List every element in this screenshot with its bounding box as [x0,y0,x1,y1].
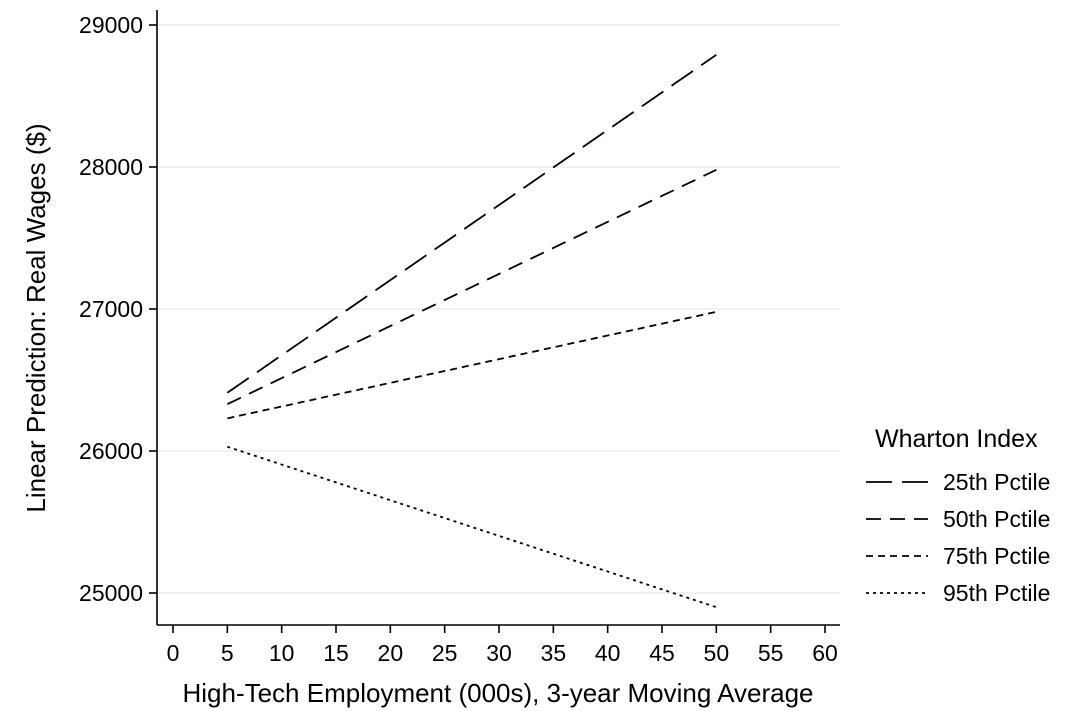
x-tick-label: 25 [432,640,458,666]
y-tick-label: 25000 [79,580,143,606]
y-axis-title: Linear Prediction: Real Wages ($) [21,123,51,512]
x-tick-label: 20 [378,640,404,666]
legend: Wharton Index 25th Pctile 50th Pctile 75th… [866,425,1050,606]
y-tick-label: 28000 [79,154,143,180]
series-line-3 [227,310,717,420]
x-tick-label: 0 [167,640,180,666]
legend-label: 75th Pctile [943,543,1050,569]
x-tick-label: 30 [486,640,512,666]
x-axis-title: High-Tech Employment (000s), 3-year Movi… [182,678,813,708]
legend-label: 50th Pctile [943,506,1050,532]
x-tick-label: 60 [812,640,838,666]
x-tick-label: 55 [758,640,784,666]
x-tick-label: 5 [221,640,234,666]
y-tick-label: 29000 [79,12,143,38]
axes: 25000 26000 27000 28000 29000 0 5 10 15 20 25 30 35 4… [79,10,840,666]
x-tick-label: 35 [541,640,567,666]
x-tick-label: 45 [649,640,675,666]
x-tick-label: 15 [323,640,349,666]
legend-label: 95th Pctile [943,580,1050,606]
y-tick-label: 27000 [79,296,143,322]
series-line-4 [227,445,717,609]
gridlines [157,24,840,594]
x-tick-label: 50 [704,640,730,666]
x-tick-label: 10 [269,640,295,666]
series-line-1 [226,54,717,394]
legend-label: 25th Pctile [943,469,1050,495]
x-tick-label: 40 [595,640,621,666]
legend-title: Wharton Index [875,425,1038,453]
series-line-2 [226,169,717,405]
series-lines [226,54,717,609]
y-tick-label: 26000 [79,438,143,464]
